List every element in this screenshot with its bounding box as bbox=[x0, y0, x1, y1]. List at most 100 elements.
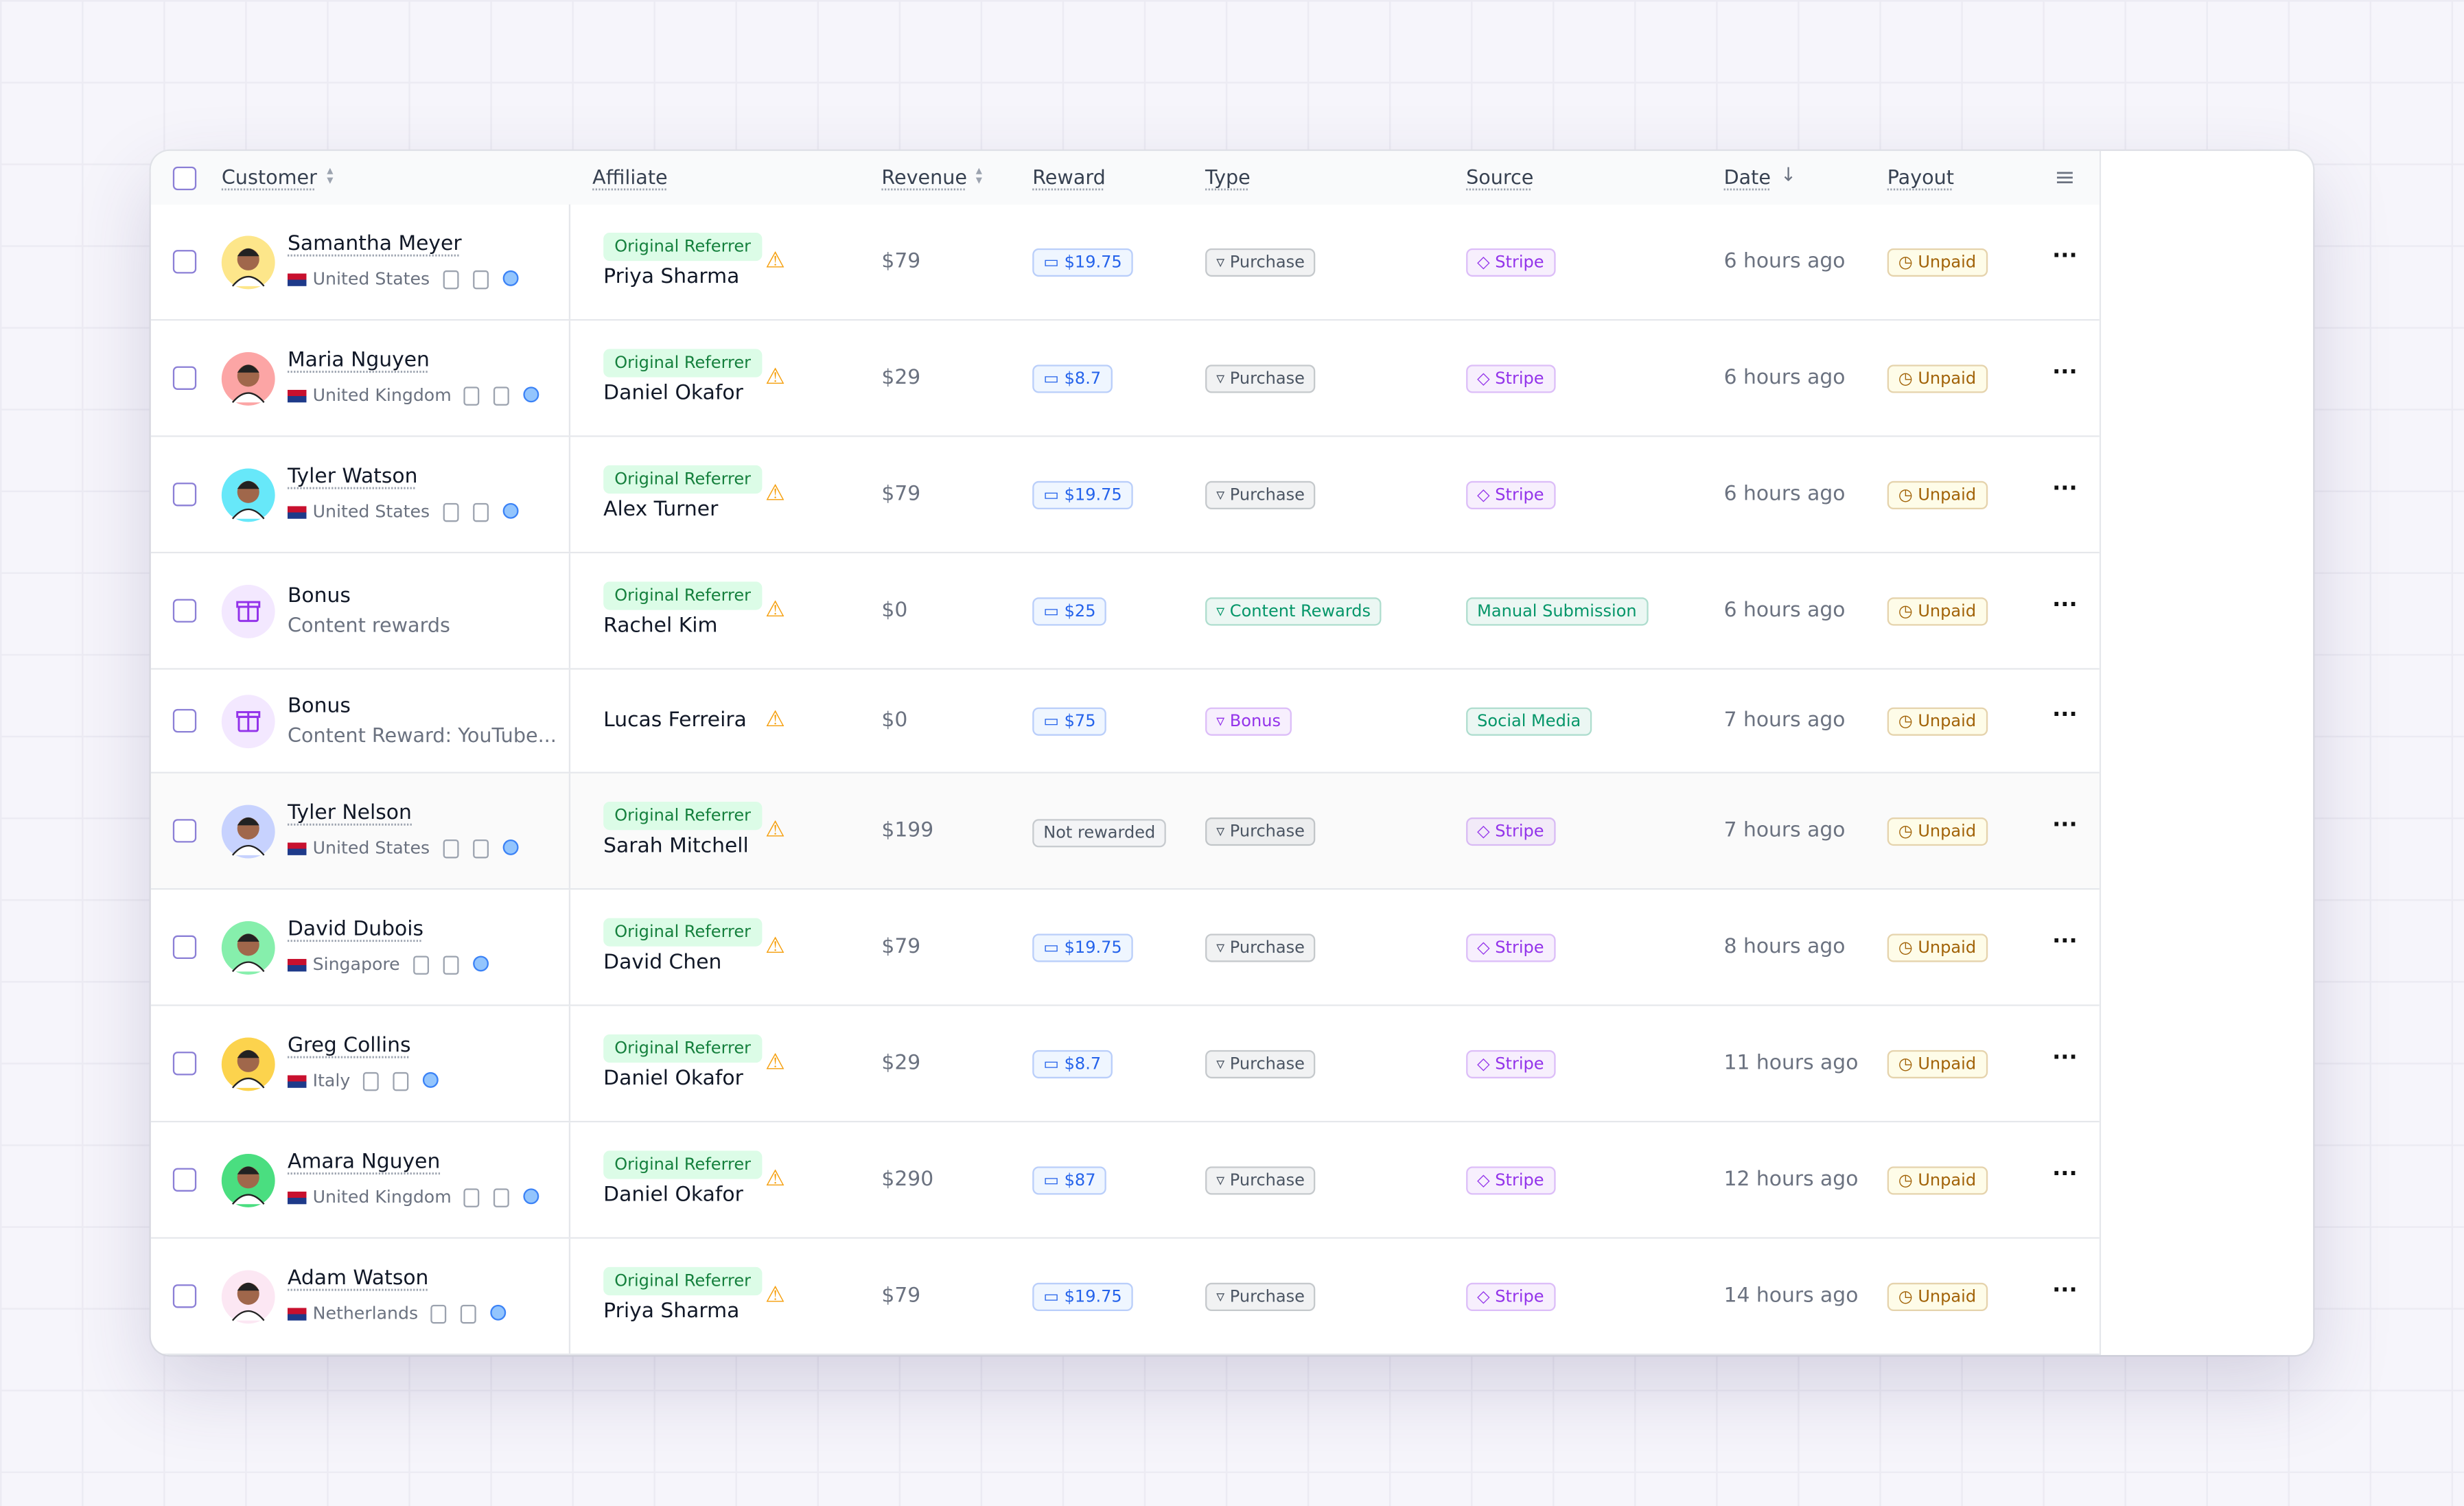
revenue: $29 bbox=[881, 366, 921, 390]
reward-badge: ▭ $19.75 bbox=[1032, 1282, 1133, 1312]
column-divider bbox=[568, 773, 571, 888]
row-menu[interactable]: ··· bbox=[2052, 1161, 2078, 1188]
customer-name[interactable]: Amara Nguyen bbox=[287, 1150, 441, 1174]
row-menu[interactable]: ··· bbox=[2052, 813, 2078, 838]
badge-text: Stripe bbox=[1495, 1171, 1544, 1190]
badge-text: Manual Submission bbox=[1477, 602, 1637, 621]
badge-icon: ◷ bbox=[1898, 938, 1918, 958]
badge-text: Purchase bbox=[1229, 938, 1305, 958]
badge-text: Unpaid bbox=[1918, 712, 1977, 731]
badge-icon: ◇ bbox=[1477, 1054, 1496, 1074]
row-checkbox[interactable] bbox=[172, 1052, 197, 1076]
row-menu[interactable]: ··· bbox=[2052, 929, 2078, 955]
customer-name[interactable]: David Dubois bbox=[287, 918, 424, 942]
gift-icon bbox=[236, 601, 261, 623]
row-checkbox[interactable] bbox=[172, 708, 197, 733]
row-checkbox[interactable] bbox=[172, 819, 197, 843]
row-checkbox[interactable] bbox=[172, 483, 197, 507]
badge-icon: ▭ bbox=[1043, 1287, 1065, 1307]
table-row[interactable]: Bonus Content Reward: YouTube... Lucas Fer… bbox=[150, 669, 2100, 774]
column-divider bbox=[568, 204, 571, 319]
affiliate-name: Sarah Mitchell bbox=[603, 835, 749, 859]
badge-text: $87 bbox=[1064, 1171, 1096, 1190]
avatar-face bbox=[231, 480, 265, 520]
warning-icon: ⚠ bbox=[765, 364, 785, 390]
badge-icon: ▭ bbox=[1043, 253, 1065, 273]
gift-icon bbox=[236, 710, 261, 732]
customer-name[interactable]: Samantha Meyer bbox=[287, 232, 462, 257]
column-settings[interactable] bbox=[2056, 168, 2074, 187]
row-checkbox[interactable] bbox=[172, 366, 197, 390]
table-row[interactable]: Samantha Meyer United States Original Refe… bbox=[150, 204, 2100, 321]
payout-badge: ◷ Unpaid bbox=[1887, 1166, 1988, 1195]
customer-name: Bonus bbox=[287, 584, 351, 609]
select-all-checkbox[interactable] bbox=[172, 166, 197, 191]
badge-text: $19.75 bbox=[1064, 485, 1122, 505]
badge-text: Unpaid bbox=[1918, 485, 1977, 505]
table-row[interactable]: Maria Nguyen United Kingdom Original Refer… bbox=[150, 321, 2100, 437]
badge-text: Stripe bbox=[1495, 938, 1544, 958]
table-row[interactable]: Tyler Watson United States Original Referr… bbox=[150, 437, 2100, 554]
table-row[interactable]: Adam Watson Netherlands Original Referrer P… bbox=[150, 1238, 2100, 1356]
affiliate-tag: Original Referrer bbox=[603, 465, 763, 494]
column-divider bbox=[568, 1122, 571, 1238]
device-icon bbox=[502, 270, 519, 286]
table-header: Customer ▴ ▾ Affiliate Revenue ▴ ▾ Reward Type So… bbox=[150, 150, 2100, 207]
badge-text: Unpaid bbox=[1918, 369, 1977, 389]
badge-text: Purchase bbox=[1229, 1287, 1305, 1307]
badge-text: Unpaid bbox=[1918, 938, 1977, 958]
device-icon bbox=[490, 1304, 507, 1321]
row-checkbox[interactable] bbox=[172, 599, 197, 623]
type-badge: ▿ Purchase bbox=[1205, 817, 1316, 846]
row-checkbox[interactable] bbox=[172, 1284, 197, 1308]
affiliate-tag: Original Referrer bbox=[603, 918, 763, 947]
row-menu[interactable]: ··· bbox=[2052, 592, 2078, 618]
customer-country: Netherlands bbox=[312, 1303, 419, 1324]
row-menu[interactable]: ··· bbox=[2052, 1277, 2078, 1304]
type-badge: ▿ Purchase bbox=[1205, 480, 1316, 510]
row-menu[interactable]: ··· bbox=[2052, 1045, 2078, 1071]
column-header[interactable]: Reward bbox=[1032, 165, 1106, 189]
customer-name[interactable]: Tyler Nelson bbox=[287, 802, 412, 826]
customer-name[interactable]: Adam Watson bbox=[287, 1266, 429, 1291]
row-menu[interactable]: ··· bbox=[2052, 702, 2078, 728]
row-checkbox[interactable] bbox=[172, 250, 197, 274]
device-icon bbox=[413, 955, 430, 975]
row-checkbox[interactable] bbox=[172, 1168, 197, 1192]
date: 6 hours ago bbox=[1723, 599, 1846, 623]
payout-badge: ◷ Unpaid bbox=[1887, 1282, 1988, 1312]
table-row[interactable]: Amara Nguyen United Kingdom Original Refer… bbox=[150, 1122, 2100, 1239]
customer-name[interactable]: Greg Collins bbox=[287, 1034, 411, 1058]
row-menu[interactable]: ··· bbox=[2052, 360, 2078, 386]
badge-text: Purchase bbox=[1229, 253, 1305, 273]
warning-icon: ⚠ bbox=[765, 934, 785, 960]
table-row[interactable]: Greg Collins Italy Original Referrer Daniel… bbox=[150, 1006, 2100, 1123]
table-row[interactable]: Tyler Nelson United States Original Referr… bbox=[150, 773, 2100, 890]
customer-name[interactable]: Tyler Watson bbox=[287, 465, 418, 489]
customer-name[interactable]: Maria Nguyen bbox=[287, 349, 430, 373]
row-menu[interactable]: ··· bbox=[2052, 476, 2078, 502]
reward-badge: ▭ $19.75 bbox=[1032, 480, 1133, 510]
device-icon bbox=[443, 839, 459, 859]
row-menu[interactable]: ··· bbox=[2052, 243, 2078, 269]
badge-text: Stripe bbox=[1495, 822, 1544, 842]
column-header[interactable]: Source bbox=[1466, 165, 1534, 189]
payout-badge: ◷ Unpaid bbox=[1887, 597, 1988, 626]
badge-icon: ◷ bbox=[1898, 712, 1918, 731]
device-icon bbox=[463, 386, 480, 406]
row-checkbox[interactable] bbox=[172, 935, 197, 960]
column-header[interactable]: Affiliate bbox=[592, 165, 668, 189]
column-header[interactable]: Payout bbox=[1887, 165, 1955, 189]
column-header[interactable]: Date bbox=[1723, 165, 1771, 189]
payout-badge: ◷ Unpaid bbox=[1887, 934, 1988, 962]
affiliate-name: Priya Sharma bbox=[603, 1299, 740, 1324]
flag bbox=[287, 1191, 307, 1205]
column-header[interactable]: Revenue bbox=[881, 165, 968, 189]
type-badge: ▿ Purchase bbox=[1205, 934, 1316, 962]
table-row[interactable]: Bonus Content rewards Original Referrer Rac… bbox=[150, 553, 2100, 670]
column-header[interactable]: Type bbox=[1205, 165, 1251, 189]
table-row[interactable]: David Dubois Singapore Original Referrer Da… bbox=[150, 890, 2100, 1006]
column-header[interactable]: Customer bbox=[221, 165, 317, 189]
badge-icon: ◷ bbox=[1898, 253, 1918, 273]
badge-text: $75 bbox=[1064, 712, 1096, 731]
